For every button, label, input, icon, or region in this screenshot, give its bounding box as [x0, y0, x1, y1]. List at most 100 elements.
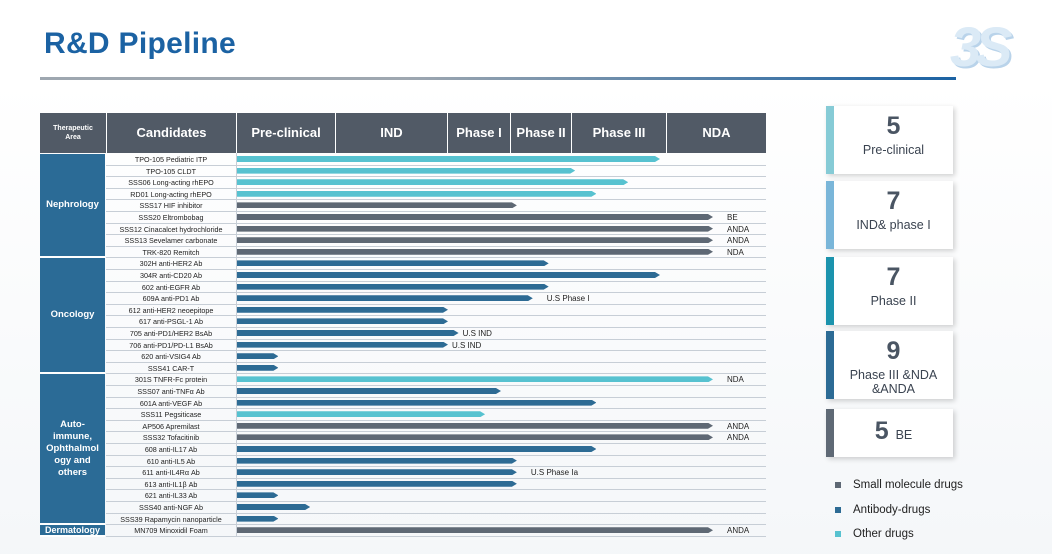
candidate-name: 706 anti-PD1/PD-L1 BsAb: [129, 340, 213, 350]
table-row: 613 anti-IL1β Ab: [106, 479, 766, 491]
table-row: 609A anti-PD1 Ab U.S Phase I: [106, 293, 766, 305]
progress-bar: [236, 469, 517, 475]
table-row: 608 anti-IL17 Ab: [106, 444, 766, 456]
progress-bar: [236, 481, 517, 487]
progress-bar: [236, 504, 310, 510]
candidate-name: SSS20 Eltrombobag: [138, 213, 204, 222]
stat-number: 7: [886, 187, 901, 215]
table-row: MN709 Minoxidil Foam ANDA: [106, 525, 766, 537]
progress-bar: [236, 295, 533, 301]
header-phase-3: Phase III: [571, 113, 666, 153]
candidate-name: 621 anti-IL33 Ab: [144, 491, 198, 501]
header-candidates: Candidates: [106, 113, 236, 153]
table-row: SSS41 CAR-T: [106, 363, 766, 375]
candidate-name: SSS39 Rapamycin nanoparticle: [120, 514, 222, 524]
table-row: SSS12 Cinacalcet hydrochloride ANDA: [106, 224, 766, 236]
candidate-name: SSS11 Pegsiticase: [140, 410, 202, 420]
progress-bar: [236, 446, 596, 452]
progress-bar: [236, 214, 713, 220]
stage-note: NDA: [727, 247, 744, 257]
header-phase-1: Phase I: [447, 113, 510, 153]
header-pre-clinical: Pre-clinical: [236, 113, 335, 153]
progress-bar: [236, 388, 501, 394]
stat-number: 5: [886, 112, 901, 140]
table-row: 612 anti-HER2 neoepitope: [106, 305, 766, 317]
candidate-name: 610 anti-IL5 Ab: [146, 456, 196, 466]
candidate-name: 613 anti-IL1β Ab: [144, 479, 198, 489]
stage-note: ANDA: [727, 224, 750, 234]
stat-label: Pre-clinical: [862, 143, 925, 157]
table-row: 602 anti-EGFR Ab: [106, 282, 766, 294]
progress-bar: [236, 260, 549, 266]
candidate-name: 602 anti-EGFR Ab: [141, 282, 201, 292]
stat-card: 9 Phase III &NDA &ANDA: [826, 331, 953, 399]
area-nephrology: Nephrology: [40, 154, 105, 259]
candidate-name: 611 anti-IL4Rα Ab: [142, 468, 200, 478]
progress-bar: [236, 179, 628, 185]
table-row: SSS11 Pegsiticase: [106, 409, 766, 421]
candidate-name: RD01 Long-acting rhEPO: [130, 189, 212, 199]
progress-bar: [236, 226, 713, 232]
header-therapeutic-area: Therapeutic Area: [53, 125, 93, 141]
progress-bar: [236, 458, 517, 464]
stat-card: 5 Pre-clinical: [826, 106, 953, 174]
candidate-name: TRK-820 Remitch: [142, 247, 200, 257]
table-row: 705 anti-PD1/HER2 BsAb U.S IND: [106, 328, 766, 340]
stat-number: 5 BE: [874, 417, 913, 445]
candidate-name: SSS41 CAR-T: [147, 363, 195, 373]
table-row: SSS17 HIF inhibitor: [106, 200, 766, 212]
table-row: 601A anti-VEGF Ab: [106, 398, 766, 410]
progress-bar: [236, 434, 713, 440]
stat-label: BE: [895, 428, 913, 442]
header-phase-2: Phase II: [510, 113, 571, 153]
candidate-name: 617 anti-PSGL-1 Ab: [139, 317, 203, 327]
table-row: TRK-820 Remitch NDA: [106, 247, 766, 259]
stat-card: 5 BE: [826, 409, 953, 457]
candidate-name: 609A anti-PD1 Ab: [142, 294, 200, 304]
progress-bar: [236, 237, 713, 243]
stage-note: NDA: [727, 375, 744, 385]
progress-bar: [236, 411, 485, 417]
candidate-name: 620 anti-VSIG4 Ab: [141, 352, 201, 362]
progress-bar: [236, 307, 448, 313]
stage-note: ANDA: [727, 236, 750, 246]
legend-swatch: [835, 506, 841, 513]
legend-item: Other drugs: [835, 528, 914, 540]
column-divider: [236, 153, 237, 536]
stat-label: Phase II: [870, 294, 917, 308]
table-row: 706 anti-PD1/PD-L1 BsAb U.S IND: [106, 340, 766, 352]
table-row: SSS07 anti-TNFα Ab: [106, 386, 766, 398]
progress-bar: [236, 376, 713, 382]
legend-label: Other drugs: [853, 528, 914, 540]
candidate-name: 601A anti-VEGF Ab: [139, 398, 203, 408]
area-dermatology: Dermatology: [40, 525, 105, 537]
progress-bar: [236, 527, 713, 533]
table-row: SSS13 Sevelamer carbonate ANDA: [106, 235, 766, 247]
progress-bar: [236, 168, 575, 174]
stage-note: U.S Phase Ia: [530, 468, 579, 478]
candidate-name: TPO-105 CLDT: [146, 166, 196, 176]
progress-bar: [236, 423, 713, 429]
candidate-name: MN709 Minoxidil Foam: [134, 526, 208, 536]
legend-label: Small molecule drugs: [853, 479, 963, 491]
table-row: 302H anti-HER2 Ab: [106, 258, 766, 270]
legend-swatch: [835, 530, 841, 537]
stage-note: U.S Phase I: [546, 294, 590, 304]
candidate-name: SSS40 anti-NGF Ab: [139, 503, 203, 512]
stage-note: BE: [727, 213, 738, 222]
progress-bar: [236, 353, 278, 359]
progress-bar: [236, 156, 660, 162]
stage-note: ANDA: [727, 421, 750, 431]
table-row: 610 anti-IL5 Ab: [106, 456, 766, 468]
candidate-name: SSS32 Tofacitinib: [142, 433, 200, 443]
progress-bar: [236, 342, 448, 348]
progress-bar: [236, 330, 459, 336]
table-row: SSS40 anti-NGF Ab: [106, 502, 766, 514]
progress-bar: [236, 202, 517, 208]
candidate-name: SSS17 HIF inhibitor: [139, 201, 203, 211]
stat-number: 7: [886, 263, 901, 291]
table-row: 301S TNFR-Fc protein NDA: [106, 374, 766, 386]
progress-bar: [236, 516, 278, 522]
stat-label: Phase III &NDA &ANDA: [849, 368, 938, 396]
table-row: AP506 Apremilast ANDA: [106, 421, 766, 433]
